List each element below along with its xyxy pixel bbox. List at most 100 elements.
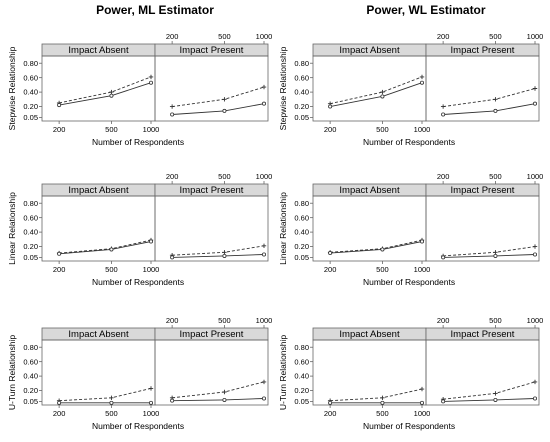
x-tick-label: 200 bbox=[437, 316, 450, 325]
panel-frame bbox=[41, 55, 156, 122]
data-point-circle bbox=[222, 253, 227, 258]
series-line-dashed bbox=[59, 76, 152, 104]
series-line-solid bbox=[59, 241, 152, 255]
x-tick-label: 200 bbox=[437, 172, 450, 181]
data-point-circle bbox=[328, 251, 333, 256]
y-tick-label: 0.40 bbox=[294, 372, 309, 381]
series-line-solid bbox=[330, 241, 423, 254]
x-tick-label: 200 bbox=[53, 409, 66, 418]
y-tick-label: 0.60 bbox=[294, 73, 309, 82]
data-point-plus bbox=[109, 89, 114, 95]
x-tick-label: 500 bbox=[376, 125, 389, 134]
panel-frame bbox=[425, 339, 540, 406]
data-point-plus bbox=[222, 250, 227, 255]
x-axis-label: Number of Respondents bbox=[92, 421, 184, 431]
data-point-circle bbox=[222, 108, 227, 113]
data-point-plus bbox=[148, 386, 154, 391]
data-point-plus bbox=[419, 74, 425, 80]
y-tick-label: 0.40 bbox=[23, 88, 38, 97]
data-point-circle bbox=[57, 400, 62, 405]
data-point-circle bbox=[170, 255, 175, 260]
data-point-circle bbox=[533, 252, 538, 257]
data-point-circle bbox=[149, 80, 154, 85]
x-tick-label: 200 bbox=[166, 172, 179, 181]
data-point-circle bbox=[380, 247, 385, 252]
data-point-circle bbox=[262, 396, 267, 401]
series-line-solid bbox=[443, 254, 536, 258]
y-tick-label: 0.05 bbox=[23, 253, 38, 262]
series-line-dashed bbox=[443, 381, 536, 400]
y-tick-label: 0.60 bbox=[23, 73, 38, 82]
series-line-solid bbox=[59, 82, 152, 106]
data-point-circle bbox=[149, 400, 154, 405]
x-tick-label: 200 bbox=[324, 409, 337, 418]
data-point-circle bbox=[420, 80, 425, 85]
panel-strip-label: Impact Present bbox=[180, 185, 244, 196]
data-point-circle bbox=[380, 400, 385, 405]
x-tick-label: 1000 bbox=[414, 265, 431, 274]
panel-strip-label: Impact Present bbox=[451, 185, 515, 196]
y-tick-label: 0.05 bbox=[23, 113, 38, 122]
series-line-dashed bbox=[172, 86, 265, 108]
x-tick-label: 200 bbox=[324, 125, 337, 134]
x-tick-label: 500 bbox=[105, 409, 118, 418]
panel-strip-label: Impact Absent bbox=[68, 185, 129, 196]
x-tick-label: 1000 bbox=[527, 316, 544, 325]
series-line-dashed bbox=[59, 239, 152, 254]
data-point-circle bbox=[420, 239, 425, 244]
row-label: Stepwise Relationship bbox=[278, 46, 288, 130]
row-label: U-Turn Relationship bbox=[7, 335, 17, 411]
x-tick-label: 1000 bbox=[143, 409, 160, 418]
y-tick-label: 0.60 bbox=[294, 213, 309, 222]
y-tick-label: 0.05 bbox=[294, 113, 309, 122]
data-point-plus bbox=[440, 104, 446, 109]
row-label: Stepwise Relationship bbox=[7, 46, 17, 130]
data-point-circle bbox=[328, 400, 333, 405]
data-point-plus bbox=[532, 379, 538, 385]
data-point-plus bbox=[532, 86, 538, 91]
data-point-circle bbox=[493, 397, 498, 402]
x-tick-label: 200 bbox=[166, 32, 179, 41]
data-point-plus bbox=[493, 391, 498, 396]
y-tick-label: 0.20 bbox=[23, 102, 38, 111]
x-tick-label: 1000 bbox=[414, 409, 431, 418]
data-point-circle bbox=[533, 101, 538, 106]
y-tick-label: 0.05 bbox=[294, 397, 309, 406]
data-point-plus bbox=[261, 243, 267, 249]
panel-strip-label: Impact Absent bbox=[339, 45, 400, 56]
series-line-solid bbox=[330, 82, 423, 108]
data-point-plus bbox=[109, 395, 114, 400]
x-tick-label: 500 bbox=[105, 265, 118, 274]
x-tick-label: 200 bbox=[53, 125, 66, 134]
data-point-plus bbox=[493, 97, 498, 102]
y-tick-label: 0.80 bbox=[294, 199, 309, 208]
data-point-circle bbox=[441, 255, 446, 260]
panel-strip-label: Impact Present bbox=[451, 329, 515, 340]
data-point-plus bbox=[169, 104, 175, 109]
data-point-plus bbox=[419, 386, 425, 392]
x-tick-label: 1000 bbox=[414, 125, 431, 134]
y-tick-label: 0.05 bbox=[294, 253, 309, 262]
y-tick-label: 0.80 bbox=[294, 59, 309, 68]
panel-frame bbox=[154, 339, 269, 406]
data-point-circle bbox=[109, 247, 114, 252]
data-point-circle bbox=[149, 239, 154, 244]
panel-frame bbox=[154, 195, 269, 262]
row-label: Linear Relationship bbox=[278, 192, 288, 265]
panel-frame bbox=[154, 55, 269, 122]
y-tick-label: 0.60 bbox=[294, 357, 309, 366]
panel-strip-label: Impact Present bbox=[180, 329, 244, 340]
y-tick-label: 0.20 bbox=[294, 102, 309, 111]
data-point-circle bbox=[170, 112, 175, 117]
x-axis-label: Number of Respondents bbox=[92, 277, 184, 287]
x-tick-label: 500 bbox=[489, 316, 502, 325]
y-tick-label: 0.80 bbox=[23, 199, 38, 208]
panel-frame bbox=[425, 55, 540, 122]
x-tick-label: 500 bbox=[489, 32, 502, 41]
x-tick-label: 500 bbox=[218, 172, 231, 181]
panel-frame bbox=[425, 195, 540, 262]
panel-strip-label: Impact Present bbox=[451, 45, 515, 56]
data-point-plus bbox=[261, 84, 267, 90]
panel-strip-label: Impact Present bbox=[180, 45, 244, 56]
